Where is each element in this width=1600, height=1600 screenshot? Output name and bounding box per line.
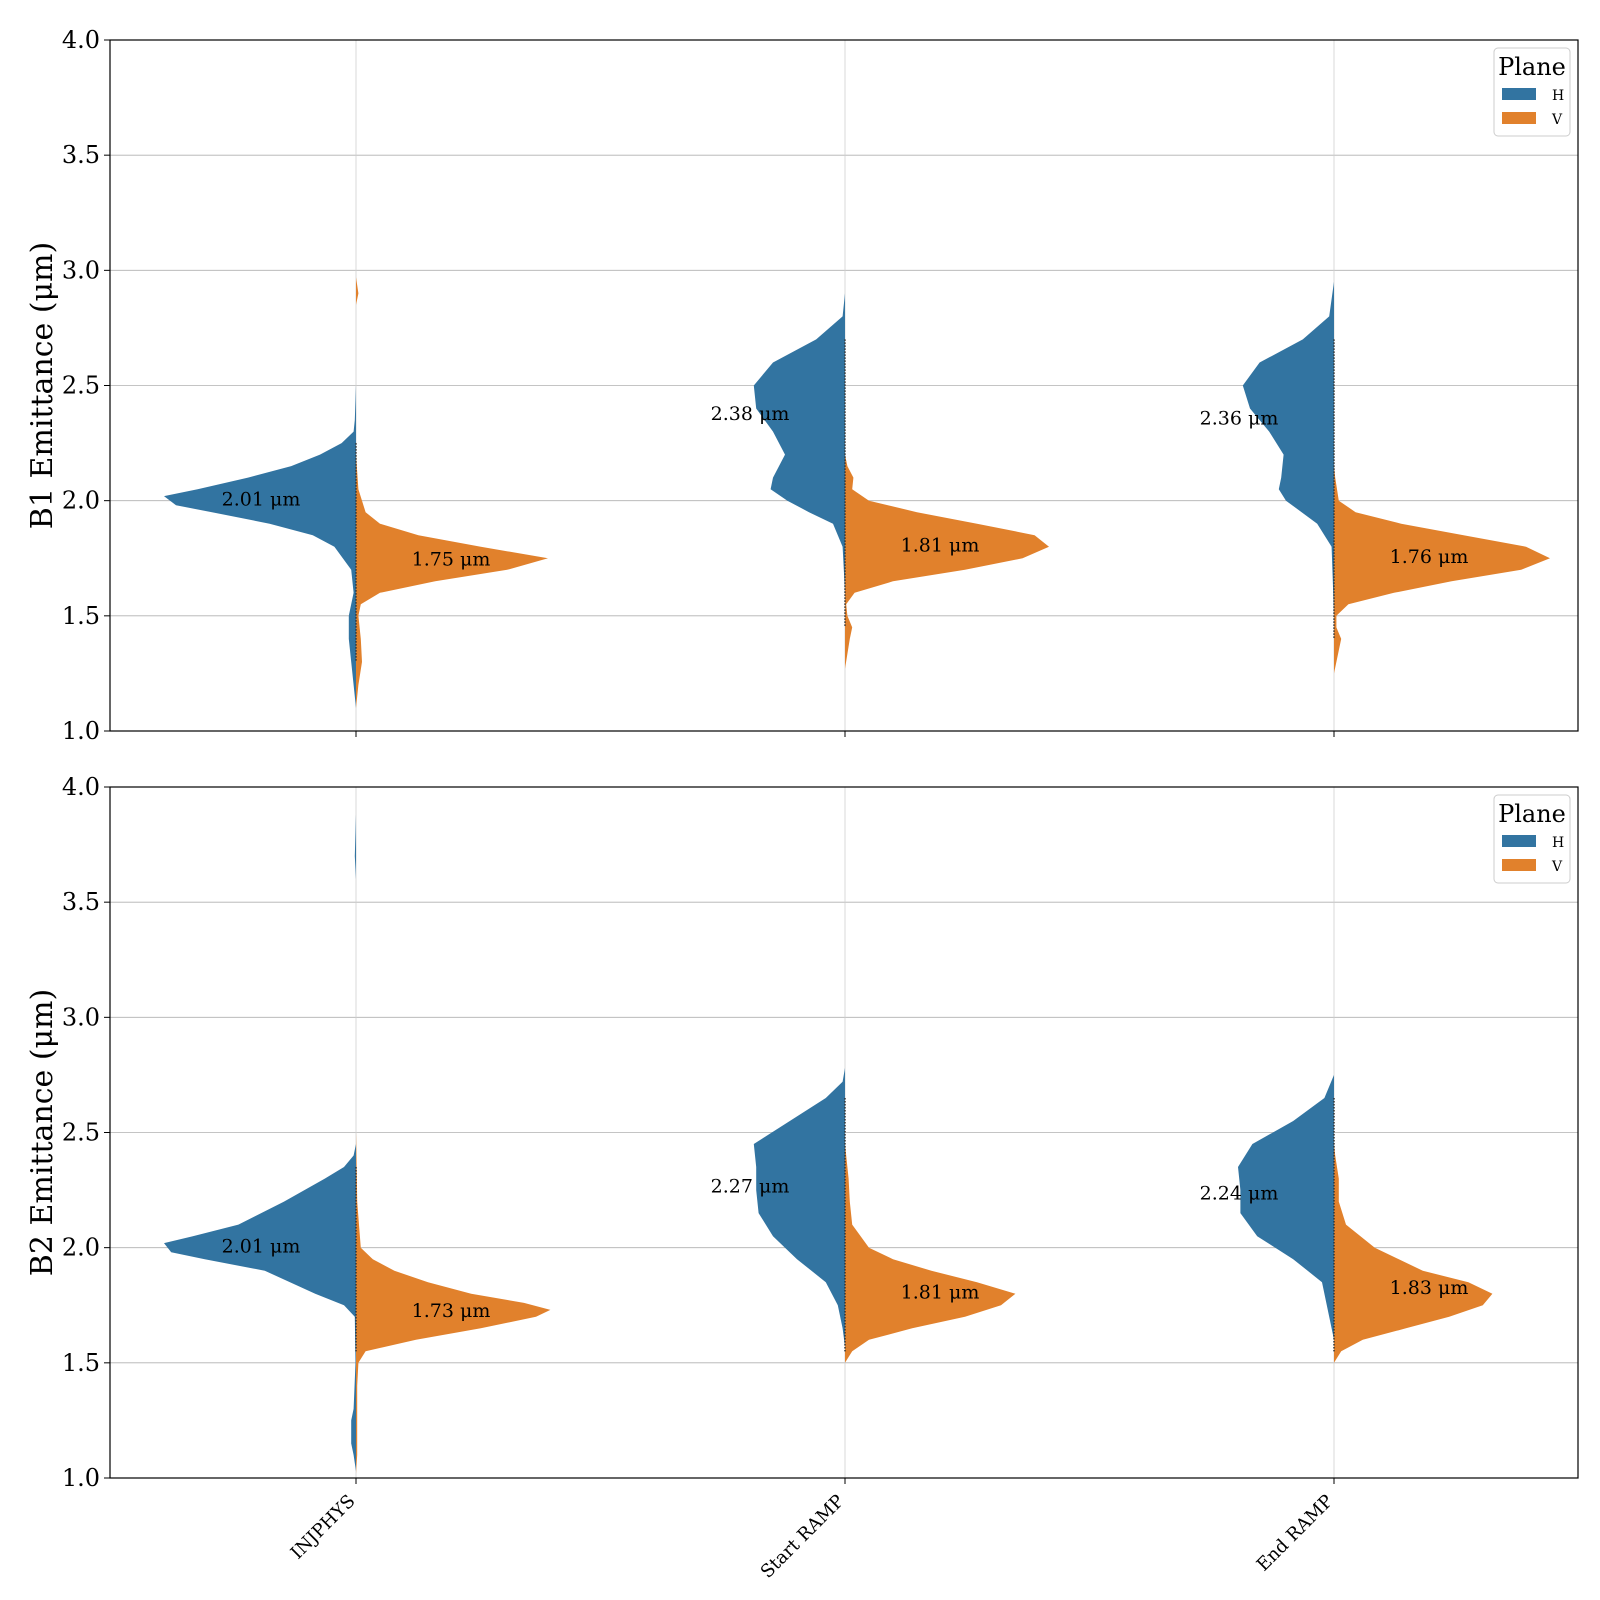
y-tick-label: 1.0	[62, 1464, 100, 1492]
y-tick-label: 2.5	[62, 372, 100, 400]
violin-h-2	[753, 293, 845, 662]
legend: Plane HV	[1493, 794, 1571, 884]
violin-v-2	[845, 454, 1049, 669]
violin-h-2	[753, 1068, 845, 1347]
violin-h-1	[164, 814, 356, 1472]
chart-panel-2: 2.01 μm 2.27 μm 2.24 μm 1.73 μm 1.81 μm 1.83 …	[25, 773, 1579, 1583]
legend-swatch-h	[1502, 835, 1536, 847]
violin-h-1	[164, 385, 356, 708]
median-annotation-v: 1.81 μm	[901, 534, 980, 556]
legend-title: Plane	[1498, 53, 1566, 81]
y-tick-label: 2.0	[62, 487, 100, 515]
legend-title: Plane	[1498, 800, 1566, 828]
legend-label-v: V	[1551, 112, 1563, 128]
legend-swatch-v	[1502, 112, 1536, 124]
legend-swatch-v	[1502, 859, 1536, 871]
median-annotation-v: 1.76 μm	[1390, 546, 1469, 568]
y-tick-label: 3.0	[62, 1003, 100, 1031]
y-tick-label: 4.0	[62, 773, 100, 801]
x-tick-label: End RAMP	[1253, 1491, 1338, 1576]
median-annotation-h: 2.01 μm	[222, 1235, 301, 1257]
legend-label-h: H	[1552, 88, 1564, 104]
x-tick-label: Start RAMP	[757, 1491, 849, 1583]
y-tick-label: 2.5	[62, 1119, 100, 1147]
violin-v-3	[1334, 1144, 1493, 1363]
violin-h-3	[1238, 1074, 1334, 1340]
y-tick-label: 1.5	[62, 1349, 100, 1377]
y-axis-label: B2 Emittance (μm)	[25, 989, 60, 1276]
y-tick-label: 4.0	[62, 26, 100, 54]
y-tick-label: 3.5	[62, 888, 100, 916]
x-tick-label: INJPHYS	[287, 1491, 360, 1564]
violin-h-3	[1242, 40, 1334, 674]
median-annotation-h: 2.01 μm	[222, 488, 301, 510]
median-annotation-v: 1.73 μm	[412, 1300, 491, 1322]
legend-swatch-h	[1502, 88, 1536, 100]
median-annotation-v: 1.81 μm	[901, 1281, 980, 1303]
legend-label-h: H	[1552, 835, 1564, 851]
median-annotation-v: 1.75 μm	[412, 548, 491, 570]
y-tick-label: 3.0	[62, 256, 100, 284]
median-annotation-h: 2.38 μm	[711, 403, 790, 425]
y-tick-label: 3.5	[62, 141, 100, 169]
median-annotation-h: 2.27 μm	[711, 1175, 790, 1197]
median-annotation-h: 2.36 μm	[1200, 408, 1279, 430]
y-tick-label: 1.0	[62, 717, 100, 745]
chart-panel-1: 2.01 μm 2.38 μm 2.36 μm 1.75 μm 1.81 μm 1.76 …	[25, 26, 1579, 745]
violin-v-1	[356, 277, 548, 708]
y-axis-label: B1 Emittance (μm)	[25, 242, 60, 529]
median-annotation-v: 1.83 μm	[1390, 1277, 1469, 1299]
y-tick-label: 2.0	[62, 1234, 100, 1262]
violin-v-3	[1334, 466, 1550, 674]
median-annotation-h: 2.24 μm	[1200, 1182, 1279, 1204]
legend: Plane HV	[1493, 47, 1571, 137]
y-tick-label: 1.5	[62, 602, 100, 630]
legend-label-v: V	[1551, 859, 1563, 875]
violin-v-2	[845, 1144, 1016, 1363]
violin-v-1	[356, 1132, 551, 1474]
